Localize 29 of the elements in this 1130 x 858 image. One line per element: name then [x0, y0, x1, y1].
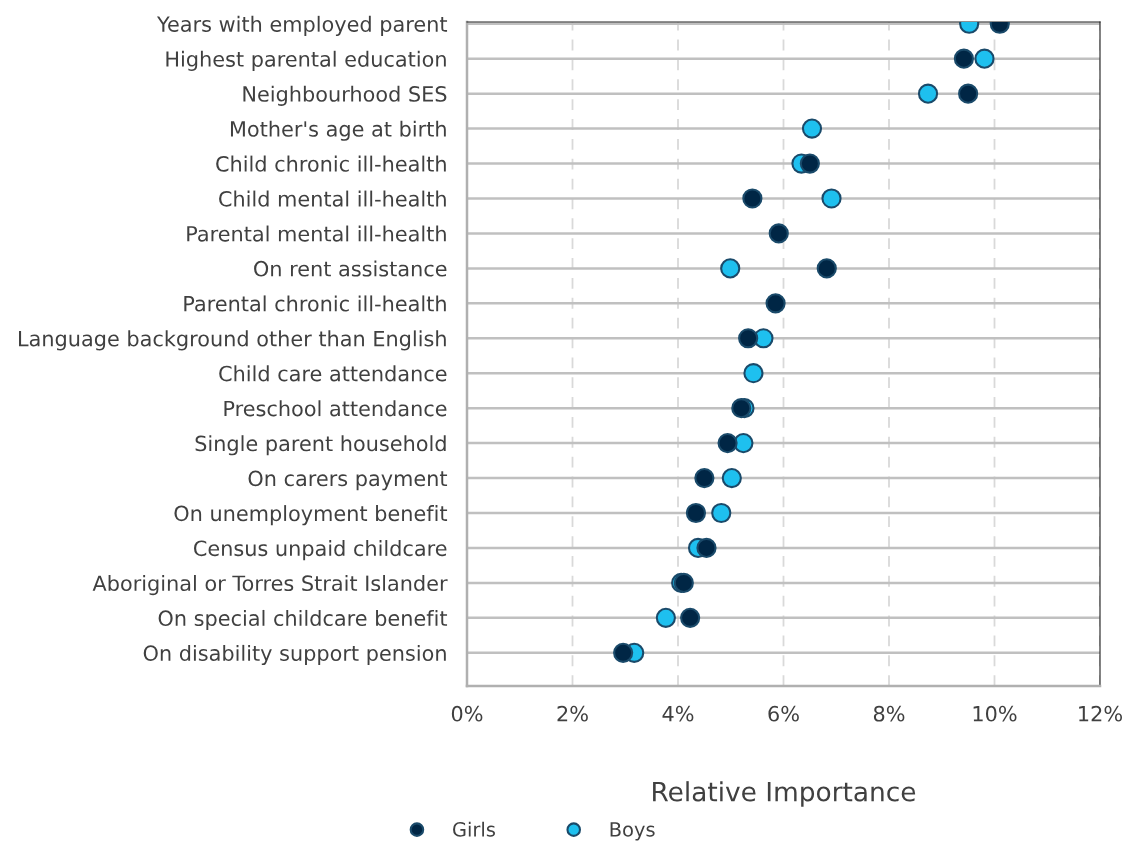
y-tick-label: Neighbourhood SES — [243, 85, 447, 106]
y-tick-label: Census unpaid childcare — [193, 540, 447, 561]
x-axis-title: Relative Importance — [653, 781, 916, 807]
y-tick-label: On unemployment benefit — [174, 505, 448, 526]
y-tick-label: On disability support pension — [143, 644, 446, 666]
y-tick-label: Years with employed parent — [156, 15, 448, 36]
y-tick-label: Mother's age at birth — [230, 120, 446, 141]
y-tick-label: On rent assistance — [254, 260, 447, 277]
x-tick-label: 0% — [451, 705, 483, 722]
x-tick-label: 8% — [873, 705, 905, 722]
y-tick-label: Aboriginal or Torres Strait Islander — [92, 574, 448, 596]
y-tick-label: Child chronic ill-health — [216, 155, 446, 172]
legend-label: Boys — [610, 822, 655, 841]
x-tick-label: 6% — [768, 705, 799, 722]
legend-label: Girls — [453, 821, 495, 837]
y-tick-label: On special childcare benefit — [158, 609, 448, 631]
x-tick-label: 2% — [557, 705, 588, 722]
y-tick-label: Single parent household — [195, 435, 446, 456]
y-tick-label: Child mental ill-health — [219, 190, 446, 207]
y-tick-label: On carers payment — [248, 470, 448, 491]
x-tick-label: 12% — [1079, 705, 1122, 722]
y-tick-label: Parental mental ill-health — [187, 225, 446, 242]
y-tick-label: Preschool attendance — [224, 400, 447, 417]
y-tick-label: Language background other than English — [19, 330, 446, 351]
y-tick-label: Highest parental education — [166, 50, 446, 71]
y-tick-label: Parental chronic ill-health — [184, 295, 446, 312]
x-tick-label: 4% — [662, 705, 694, 722]
y-tick-label: Child care attendance — [219, 365, 447, 382]
x-tick-label: 10% — [973, 705, 1017, 722]
